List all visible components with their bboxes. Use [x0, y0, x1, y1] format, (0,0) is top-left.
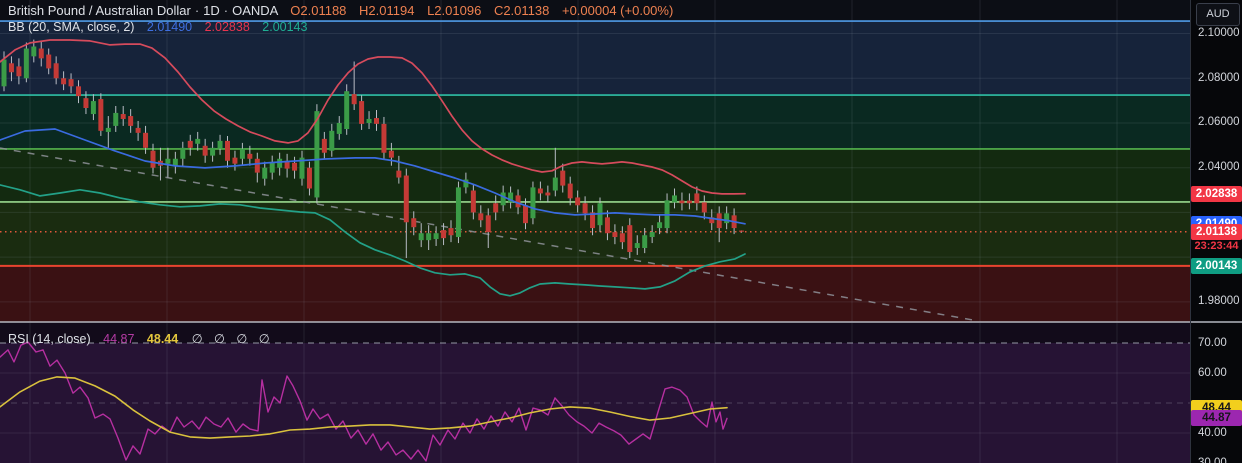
symbol-title[interactable]: British Pound / Australian Dollar: [8, 3, 191, 18]
rsi-badge: 44.87: [1191, 410, 1242, 426]
bb-lower-value: 2.00143: [262, 20, 307, 34]
rsi-tick: 30.00: [1191, 457, 1242, 463]
countdown-timer: 23:23:44: [1191, 240, 1242, 252]
rsi-tick: 40.00: [1191, 427, 1242, 440]
exchange-label[interactable]: OANDA: [232, 3, 278, 18]
price-change: +0.00004 (+0.00%): [562, 3, 673, 18]
ohlc-high: H2.01194: [359, 3, 414, 18]
trading-chart-window: British Pound / Australian Dollar · 1D · OAN…: [0, 0, 1242, 463]
bb-mid-value: 2.01490: [147, 20, 192, 34]
bb-upper-value: 2.02838: [205, 20, 250, 34]
rsi-indicator-legend[interactable]: RSI (14, close) 44.87 48.44 ∅ ∅ ∅ ∅: [8, 331, 274, 346]
rsi-label[interactable]: RSI (14, close): [8, 332, 91, 346]
ohlc-open: O2.01188: [290, 3, 346, 18]
chart-canvas[interactable]: [0, 0, 1242, 463]
legend-separator-2: ·: [224, 3, 228, 18]
ohlc-close: C2.01138: [494, 3, 549, 18]
timeframe-label[interactable]: 1D: [203, 3, 220, 18]
price-badge: 2.00143: [1191, 258, 1242, 274]
symbol-legend[interactable]: British Pound / Australian Dollar · 1D · OAN…: [8, 3, 673, 18]
rsi-empty-values: ∅ ∅ ∅ ∅: [192, 332, 274, 346]
legend-separator: ·: [195, 3, 199, 18]
bb-label[interactable]: BB (20, SMA, close, 2): [8, 20, 134, 34]
rsi-ma-value: 48.44: [147, 332, 178, 346]
rsi-tick: 70.00: [1191, 337, 1242, 350]
price-tick: 1.98000: [1191, 295, 1242, 308]
price-badge: 2.02838: [1191, 186, 1242, 202]
currency-toggle-button[interactable]: AUD: [1196, 3, 1240, 26]
price-tick: 2.06000: [1191, 116, 1242, 129]
price-tick: 2.08000: [1191, 72, 1242, 85]
ohlc-low: L2.01096: [427, 3, 481, 18]
price-tick: 2.04000: [1191, 161, 1242, 174]
price-tick: 2.10000: [1191, 27, 1242, 40]
price-axis[interactable]: 2.10000 2.08000 2.06000 2.04000 1.98000 70.00…: [1191, 0, 1242, 463]
rsi-value: 44.87: [103, 332, 134, 346]
price-badge: 2.0113823:23:44: [1191, 224, 1242, 240]
bb-indicator-legend[interactable]: BB (20, SMA, close, 2) 2.01490 2.02838 2…: [8, 20, 307, 34]
rsi-tick: 60.00: [1191, 367, 1242, 380]
